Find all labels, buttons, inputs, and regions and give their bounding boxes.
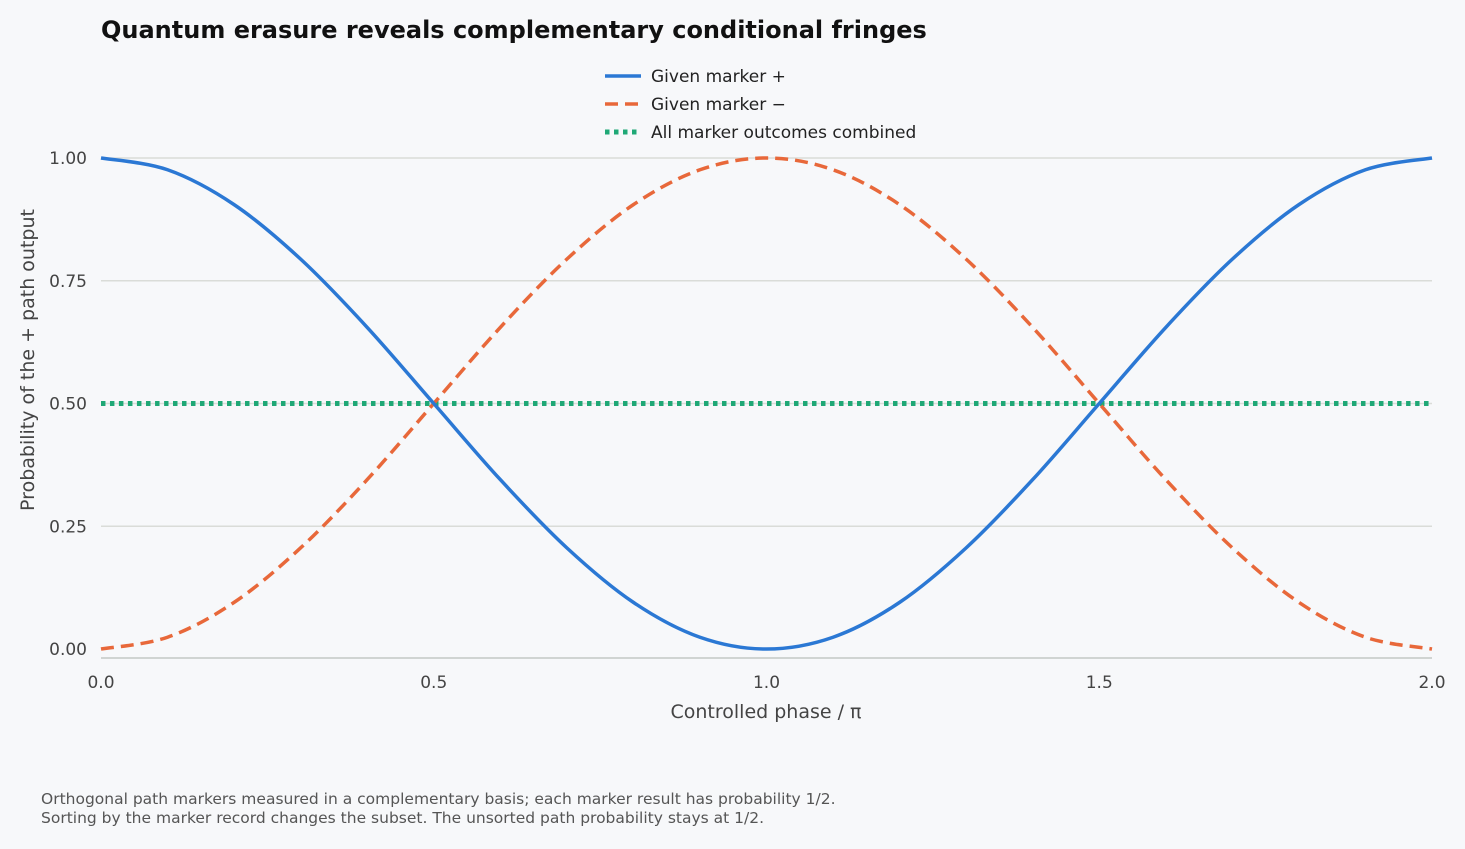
footnote-line-2: Sorting by the marker record changes the… bbox=[41, 809, 765, 827]
x-axis-label: Controlled phase / π bbox=[670, 701, 861, 723]
legend-label: Given marker + bbox=[651, 67, 786, 87]
series-lines bbox=[100, 156, 1433, 651]
footnote-line-1: Orthogonal path markers measured in a co… bbox=[41, 790, 836, 808]
legend-label: All marker outcomes combined bbox=[651, 123, 916, 143]
x-tick-label: 0.5 bbox=[420, 673, 447, 693]
x-tick-label: 1.0 bbox=[753, 673, 780, 693]
footnote: Orthogonal path markers measured in a co… bbox=[41, 790, 836, 828]
x-tick-label: 1.5 bbox=[1086, 673, 1113, 693]
y-tick-label: 0.75 bbox=[49, 272, 87, 292]
y-axis-label: Probability of the + path output bbox=[17, 209, 39, 511]
y-tick-label: 0.25 bbox=[49, 517, 87, 537]
x-tick-label: 0.0 bbox=[87, 673, 114, 693]
y-tick-label: 0.00 bbox=[49, 640, 87, 660]
grid-lines bbox=[101, 157, 1432, 527]
series-line-marker-plus bbox=[100, 156, 1433, 651]
x-tick-label: 2.0 bbox=[1418, 673, 1445, 693]
chart-title: Quantum erasure reveals complementary co… bbox=[101, 16, 927, 44]
x-tick-labels: 0.0 0.5 1.0 1.5 2.0 bbox=[87, 673, 1445, 693]
y-tick-label: 0.50 bbox=[49, 395, 87, 415]
legend-label: Given marker − bbox=[651, 95, 786, 115]
y-tick-label: 1.00 bbox=[49, 149, 87, 169]
y-tick-labels: 0.00 0.25 0.50 0.75 1.00 bbox=[49, 149, 87, 660]
legend: Given marker + Given marker − All marker o… bbox=[605, 67, 916, 143]
series-line-marker-minus bbox=[100, 156, 1433, 651]
